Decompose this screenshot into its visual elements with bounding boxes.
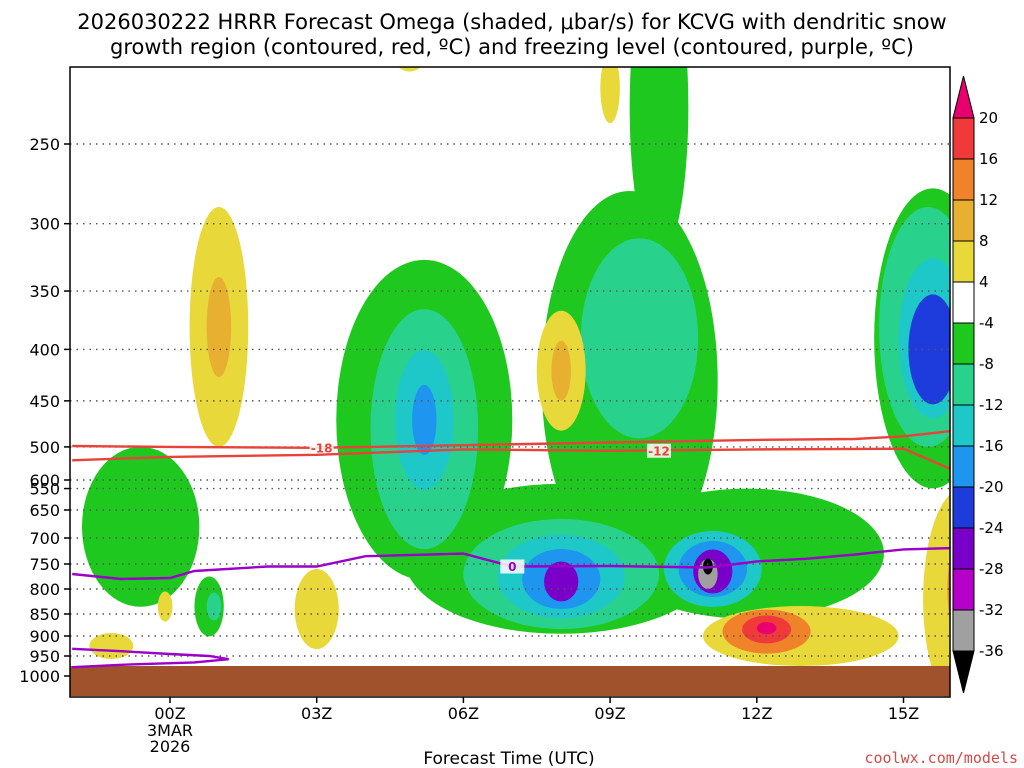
plot-area: -18 -12 0	[70, 67, 950, 697]
contour-label-bg-dgz-minus-18	[309, 440, 334, 455]
shade-yellow-1630	[923, 494, 950, 697]
y-tick-label-550: 550	[29, 480, 60, 499]
y-tick-label-950: 950	[29, 647, 60, 666]
colorbar-swatch-7	[952, 363, 975, 406]
x-axis-title: Forecast Time (UTC)	[423, 749, 594, 768]
colorbar-swatch-5	[952, 281, 975, 324]
shade-teal-0930	[580, 238, 699, 439]
x-tick-label-12Z: 12Z	[741, 704, 772, 723]
x-tick-label-06Z: 06Z	[448, 704, 479, 723]
contour-label-dgz-minus-12: -12	[648, 444, 670, 458]
colorbar-swatch-6	[952, 322, 975, 365]
shade-purple-0800	[544, 561, 579, 602]
y-tick-label-750: 750	[29, 555, 60, 574]
colorbar-swatch-11	[952, 527, 975, 570]
colorbar-label-11: -28	[979, 560, 1004, 578]
colorbar-cap-bottom	[952, 650, 975, 694]
contour-freezing-level-0	[72, 546, 950, 581]
omega-shading	[81, 67, 950, 697]
y-tick-label-600: 600	[29, 471, 60, 490]
contour-label-bg-dgz-minus-12	[647, 443, 671, 458]
x-tick-label-09Z: 09Z	[594, 704, 625, 723]
x-tick-sublabel-2: 2026	[150, 737, 191, 756]
shade-magenta-1200	[756, 622, 777, 635]
ground-surface	[70, 666, 950, 696]
colorbar-label-3: 8	[979, 232, 989, 250]
colorbar-label-2: 12	[979, 191, 998, 209]
y-tick-label-500: 500	[29, 438, 60, 457]
shade-orange-0800	[551, 340, 571, 401]
contour-label-dgz-minus-18: -18	[311, 441, 333, 455]
contour-dgz-minus-18	[72, 429, 950, 450]
chart-title-line-1: 2026030222 HRRR Forecast Omega (shaded, …	[77, 10, 946, 34]
colorbar-label-6: -8	[979, 355, 994, 373]
shade-yellow-top-0900	[600, 67, 620, 124]
colorbar-label-10: -24	[979, 519, 1004, 537]
y-tick-label-900: 900	[29, 627, 60, 646]
colorbar-label-8: -16	[979, 437, 1004, 455]
site-credit[interactable]: coolwx.com/models	[864, 749, 1018, 767]
chart-title-line-2: growth region (contoured, red, ºC) and f…	[110, 35, 914, 59]
shade-blue-0500	[412, 384, 437, 455]
colorbar-swatch-9	[952, 445, 975, 488]
colorbar-label-7: -12	[979, 396, 1004, 414]
y-tick-label-800: 800	[29, 580, 60, 599]
contour-label-freezing-level-0: 0	[508, 560, 516, 574]
colorbar-label-4: 4	[979, 273, 989, 291]
colorbar-swatch-8	[952, 404, 975, 447]
y-tick-label-450: 450	[29, 392, 60, 411]
colorbar-label-5: -4	[979, 314, 994, 332]
shade-yellow-top-0500	[398, 67, 421, 72]
y-tick-label-300: 300	[29, 215, 60, 234]
y-tick-label-650: 650	[29, 501, 60, 520]
colorbar-swatch-13	[952, 609, 975, 652]
colorbar-label-0: 20	[979, 109, 998, 127]
y-tick-label-1000: 1000	[19, 667, 60, 686]
y-tick-label-700: 700	[29, 529, 60, 548]
contour-freezing-level-0-low	[72, 647, 229, 669]
colorbar-swatch-1	[952, 117, 975, 160]
colorbar-label-13: -36	[979, 642, 1004, 660]
colorbar-label-1: 16	[979, 150, 998, 168]
y-tick-label-250: 250	[29, 135, 60, 154]
y-tick-label-400: 400	[29, 340, 60, 359]
omega-colorbar: 20 16 12 8 4 -4 -8 -12 -16 -20 -24 -28 -32 -36	[952, 75, 1004, 694]
x-tick-label-00Z: 00Z	[154, 704, 185, 723]
contour-dgz-minus-12	[72, 447, 950, 471]
x-tick-label-15Z: 15Z	[888, 704, 919, 723]
x-tick-sublabel-1: 3MAR	[147, 721, 193, 740]
x-tick-label-03Z: 03Z	[301, 704, 332, 723]
contour-label-bg-freezing-level-0	[500, 559, 525, 574]
colorbar-label-12: -32	[979, 601, 1004, 619]
shade-green-left-0000	[81, 446, 200, 607]
y-tick-label-850: 850	[29, 605, 60, 624]
shade-orange-0100	[206, 276, 232, 377]
shade-yellow-lower-0300	[294, 569, 339, 649]
colorbar-swatch-10	[952, 486, 975, 529]
colorbar-swatch-4	[952, 240, 975, 283]
shade-yellow-small-neg1	[89, 633, 134, 659]
colorbar-label-9: -20	[979, 478, 1004, 496]
y-tick-label-350: 350	[29, 282, 60, 301]
shade-cyan-small-0010	[206, 592, 222, 621]
colorbar-swatch-12	[952, 568, 975, 611]
colorbar-cap-top	[952, 75, 975, 119]
plot-frame	[69, 66, 951, 698]
temperature-contours: -18 -12 0	[72, 429, 950, 669]
colorbar-swatch-3	[952, 199, 975, 242]
colorbar-swatch-2	[952, 158, 975, 201]
shade-yellow-small-00	[157, 591, 173, 622]
